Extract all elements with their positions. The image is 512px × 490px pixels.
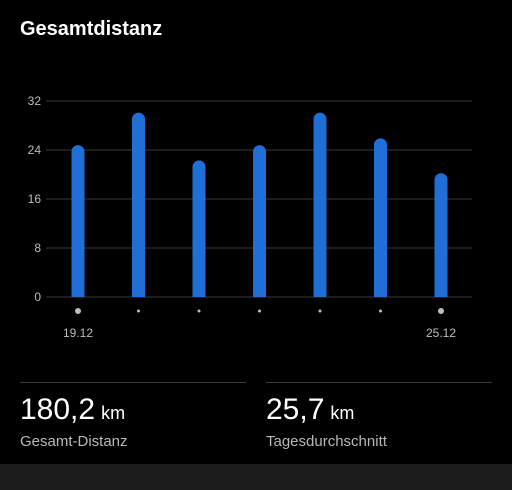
y-tick-label: 24 (28, 143, 42, 157)
bar-19.12 (71, 145, 85, 297)
x-tick-dot (197, 309, 201, 313)
stat-daily-average: 25,7 km Tagesdurchschnitt (266, 382, 492, 450)
daily-average-label: Tagesdurchschnitt (266, 433, 387, 450)
y-tick-label: 8 (34, 241, 41, 255)
bottom-bar (0, 464, 512, 490)
daily-average-unit: km (330, 403, 355, 423)
chart-grid: 0 8 16 24 32 (28, 94, 472, 304)
daily-average-value: 25,7 (266, 393, 325, 426)
page-title: Gesamtdistanz (20, 18, 163, 40)
x-tick-dot (438, 308, 444, 314)
chart-x-axis: 19.12 25.12 (63, 308, 456, 340)
y-tick-label: 0 (34, 290, 41, 304)
y-tick-label: 32 (28, 94, 42, 108)
stat-total-distance: 180,2 km Gesamt-Distanz (20, 382, 246, 450)
y-tick-label: 16 (28, 192, 42, 206)
x-tick-label: 25.12 (426, 326, 456, 340)
bar-23.12 (313, 112, 327, 297)
total-distance-value: 180,2 (20, 393, 96, 426)
total-distance-label: Gesamt-Distanz (20, 433, 128, 450)
bar-20.12 (132, 112, 145, 297)
distance-bar-chart: 0 8 16 24 32 19.12 25.12 (28, 94, 472, 340)
bar-21.12 (192, 160, 206, 297)
bar-25.12 (434, 173, 448, 297)
x-tick-dot (137, 309, 140, 313)
chart-bars (71, 112, 448, 297)
x-tick-dot (75, 308, 81, 314)
bar-22.12 (253, 145, 266, 297)
x-tick-dot (258, 309, 261, 313)
x-tick-dot (318, 309, 322, 313)
x-tick-label: 19.12 (63, 326, 93, 340)
total-distance-unit: km (101, 403, 126, 423)
x-tick-dot (379, 309, 382, 313)
bar-24.12 (374, 138, 387, 297)
distance-card: Gesamtdistanz 0 8 16 24 32 19.12 25.12 180,2 k… (20, 18, 492, 450)
